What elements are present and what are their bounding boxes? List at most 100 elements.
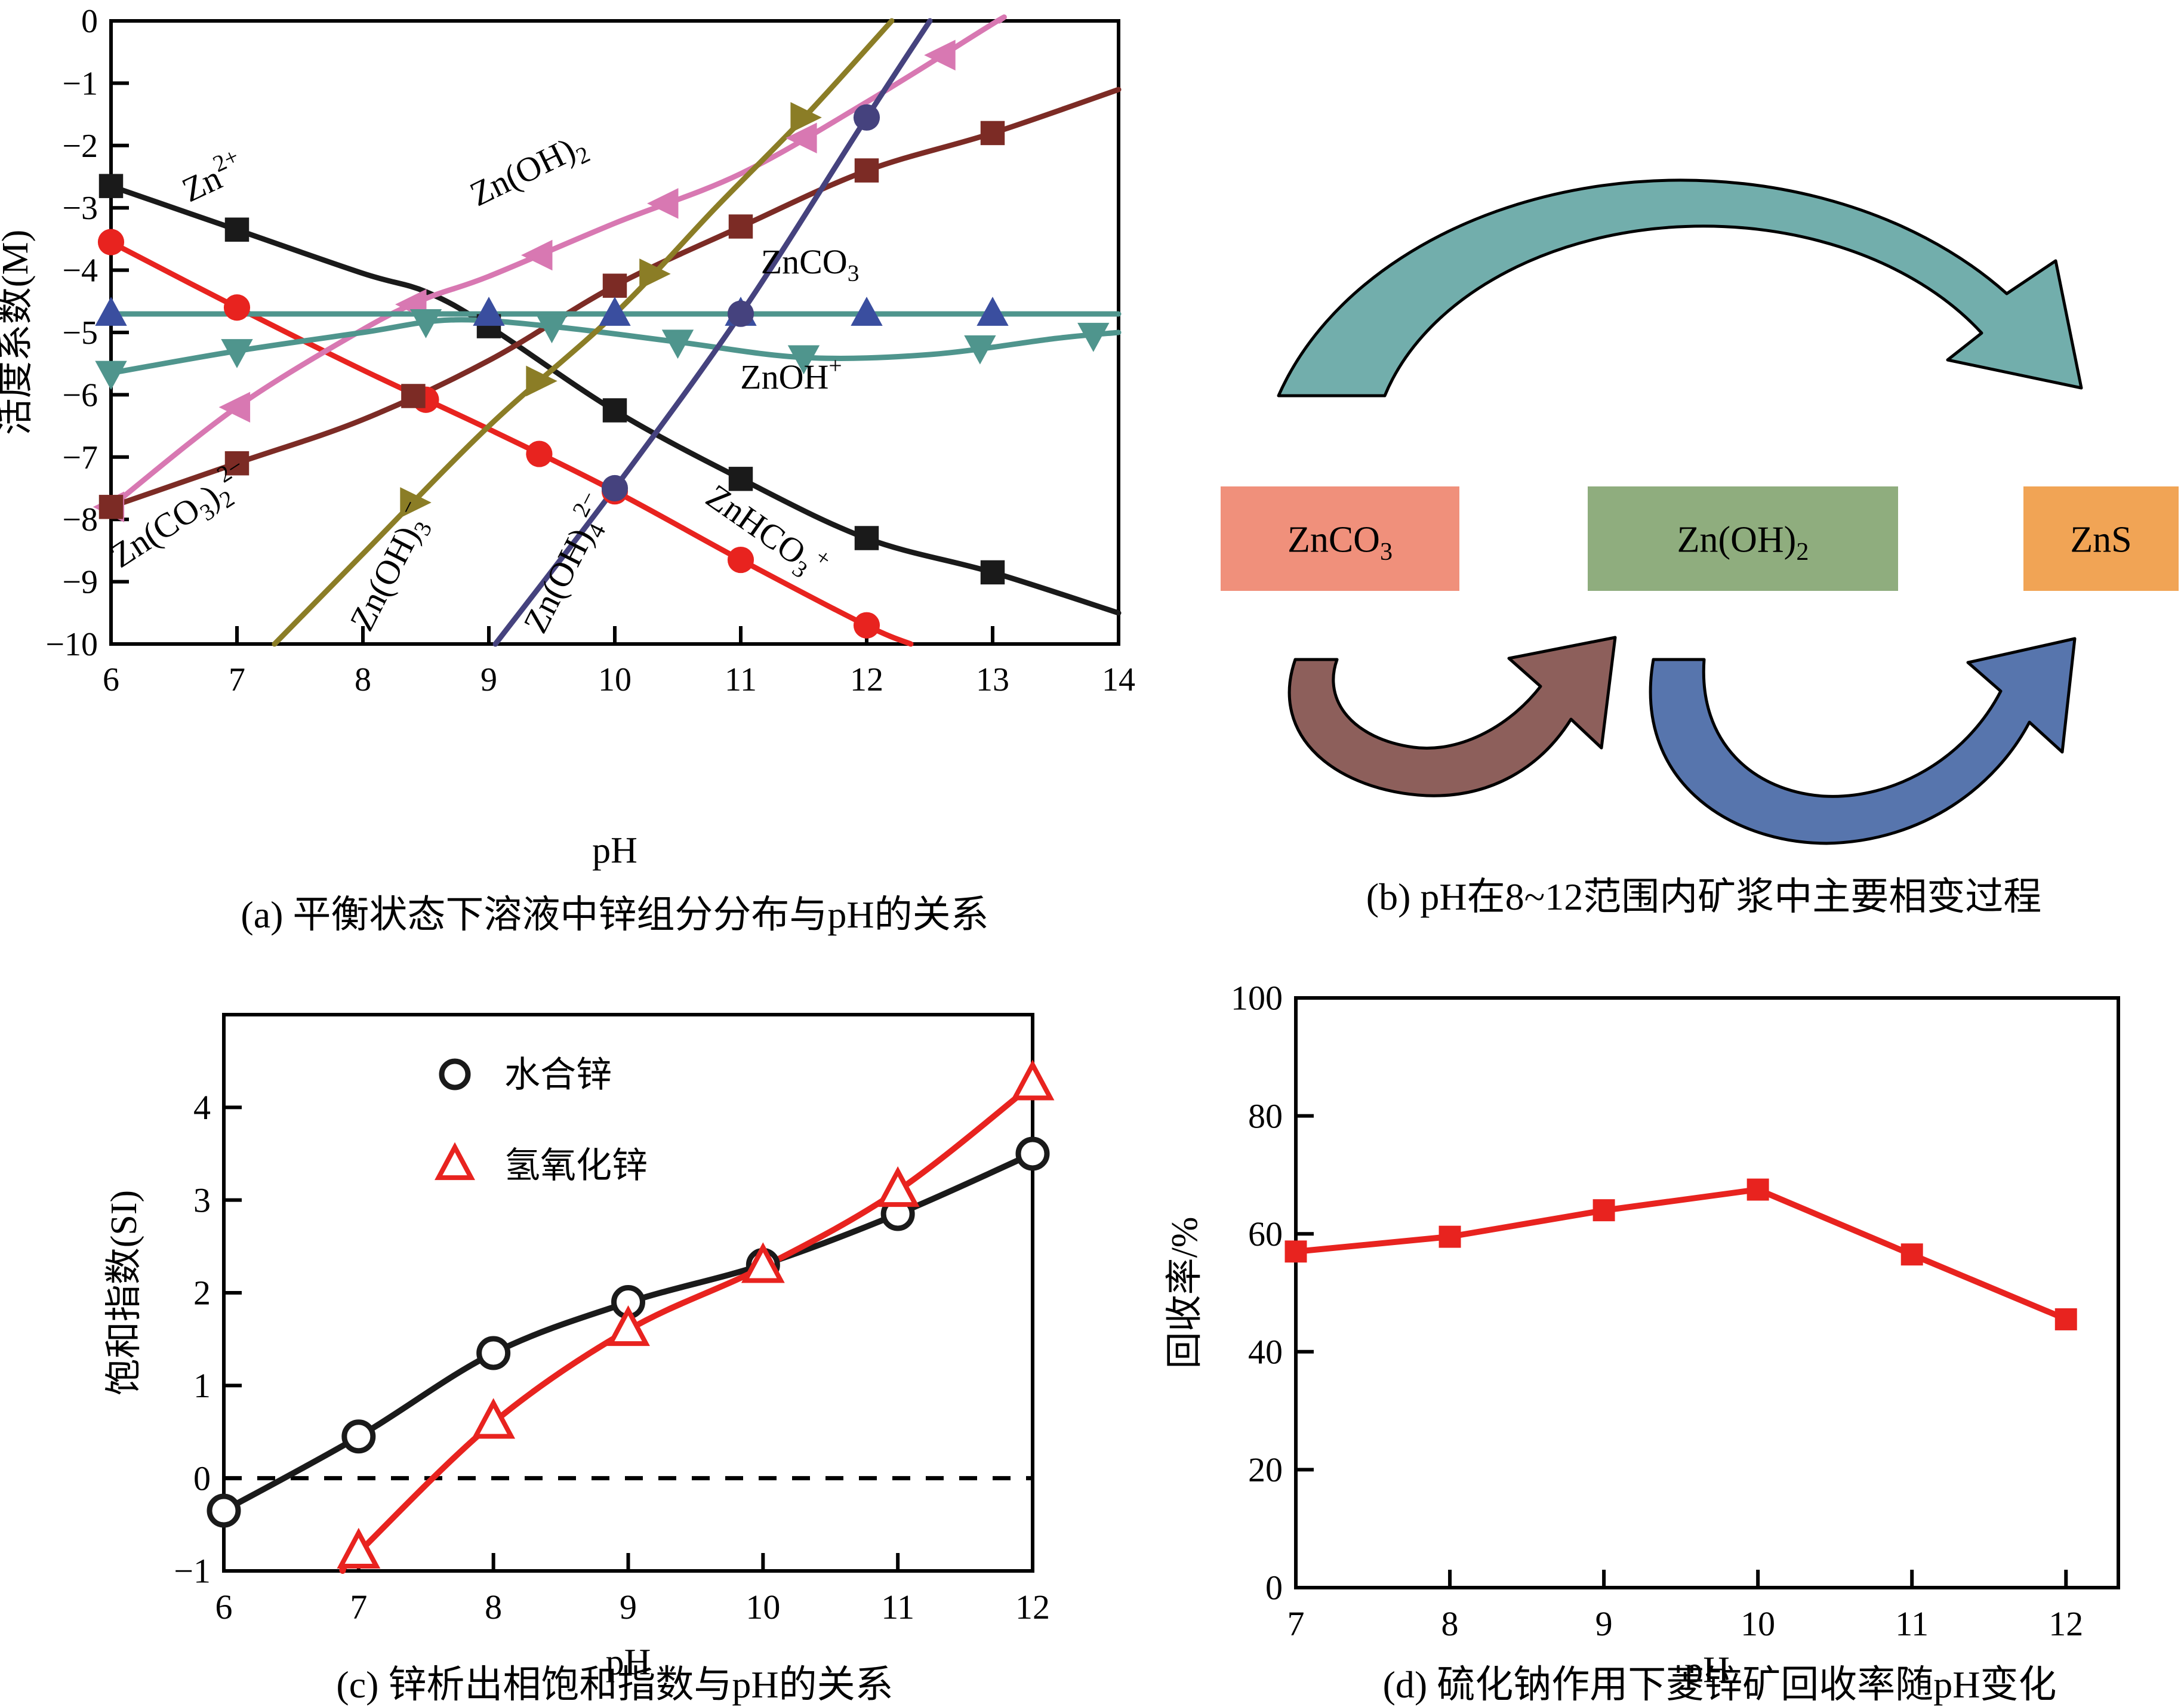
marker-square [728,214,753,239]
marker-square [980,560,1005,585]
marker-tri-down [787,345,820,375]
species-label: Zn(OH)2 [464,125,594,218]
series-markers-2 [93,39,956,523]
y-axis-label: 活度系数(M) [0,230,36,435]
legend-label: 氢氧化锌 [504,1146,648,1185]
marker-circle [727,300,754,327]
phase-box-label: ZnS [2070,520,2131,560]
caption-panel-b: (b) pH在8~12范围内矿浆中主要相变过程 [1366,876,2042,918]
y-tick-label: −6 [62,377,98,414]
marker-tri-down [409,309,442,338]
marker-open-triangle [472,1398,516,1439]
y-tick-label: −8 [62,501,98,538]
marker-tri-down [221,339,253,368]
marker-tri-down [95,360,127,390]
x-tick-label: 11 [1895,1604,1929,1643]
series-line-5 [108,317,1122,376]
x-tick-label: 7 [229,661,245,698]
x-tick-label: 12 [850,661,883,698]
series-markers-6 [400,102,822,518]
marker-tri-up [473,297,505,326]
phase-box-label: Zn(OH)2 [1677,520,1809,566]
panel-a-zinc-species-chart: 6 7 8 9 10 11 12 13 14 0 −1 −2 −3 −4 −5 −6 −7 −8 −9 −10 Zn2+… [0,3,1135,871]
x-tick-label: 8 [1441,1604,1459,1643]
x-tick-label: 8 [355,661,371,698]
marker-tri-left [785,122,817,154]
marker-tri-up [95,297,127,326]
marker-square [98,495,124,519]
marker-circle [853,104,880,131]
phase-box-label: ZnCO3 [1287,520,1393,566]
phase-box-0 [1221,486,1459,591]
marker-square [401,384,426,408]
marker-square [1900,1243,1923,1266]
y-axis-label: 回收率/% [1165,1217,1205,1369]
x-axis-label: pH [592,830,637,871]
marker-open-circle [439,1058,471,1090]
marker-square [1284,1240,1307,1263]
x-tick-label: 6 [103,661,119,698]
marker-square [980,121,1005,146]
marker-tri-left [218,392,251,423]
marker-circle [853,612,880,639]
panel-b-phase-transition-diagram: ZnCO3 Zn(OH)2 ZnS [1221,178,2179,845]
series-markers-7 [601,104,880,502]
marker-open-triangle [741,1242,785,1283]
marker-tri-down [1077,322,1110,352]
x-tick-label: 10 [1741,1604,1775,1643]
marker-tri-down [535,314,568,344]
marker-square [1592,1199,1615,1222]
y-tick-label: 1 [193,1366,211,1405]
marker-tri-left [924,39,956,71]
species-label: Zn2+ [174,143,250,210]
marker-square [98,174,124,198]
x-axis-label: pH [1684,1650,1730,1690]
marker-open-circle [1015,1136,1050,1171]
carbonate-to-hydroxide-arc-icon [1287,636,1617,797]
marker-square [854,158,879,183]
axis-ticks: 7 8 9 10 11 12 0 20 40 60 80 100 [1231,979,2083,1643]
marker-tri-left [521,239,553,271]
x-tick-label: 14 [1102,661,1135,698]
y-tick-label: 3 [193,1181,211,1219]
caption-panel-d: (d) 硫化钠作用下菱锌矿回收率随pH变化 [1382,1663,2057,1706]
x-tick-label: 7 [350,1588,367,1626]
marker-square [224,217,249,242]
marker-tri-down [661,329,694,359]
caption-panel-a: (a) 平衡状态下溶液中锌组分分布与pH的关系 [241,893,989,936]
marker-tri-right [790,102,822,133]
y-tick-label: −9 [62,564,98,601]
y-tick-label: −1 [174,1552,211,1591]
x-tick-label: 11 [881,1588,914,1626]
marker-square [728,467,753,491]
y-tick-label: 20 [1248,1450,1283,1489]
phase-box-1 [1588,486,1898,591]
marker-open-triangle [876,1166,920,1207]
y-tick-label: 0 [193,1459,211,1498]
y-tick-label: −1 [62,65,98,102]
marker-tri-right [400,487,432,518]
marker-circle [97,229,125,255]
x-tick-label: 6 [215,1588,233,1626]
marker-square [602,398,627,423]
marker-tri-up [599,297,631,326]
y-tick-label: −10 [45,626,98,663]
y-tick-label: −3 [62,190,98,227]
y-axis-label: 饱和指数(SI) [104,1190,144,1395]
marker-square [224,451,249,476]
plot-border [1294,996,2120,1589]
x-tick-label: 11 [725,661,757,698]
y-tick-label: 2 [193,1274,211,1312]
marker-open-triangle [1011,1059,1055,1101]
panel-d-recovery-chart: 7 8 9 10 11 12 0 20 40 60 80 100 pH 回收率/% [1165,979,2120,1690]
marker-open-circle [476,1336,511,1370]
marker-tri-left [647,188,679,219]
y-tick-label: 0 [81,3,98,40]
marker-square [602,273,627,298]
marker-circle [601,474,629,502]
marker-tri-down [964,335,996,365]
marker-open-triangle [435,1142,475,1181]
axis-ticks: 6 7 8 9 10 11 12 13 14 0 −1 −2 −3 −4 −5 −6 −7 −8 −9 −10 [45,3,1135,698]
